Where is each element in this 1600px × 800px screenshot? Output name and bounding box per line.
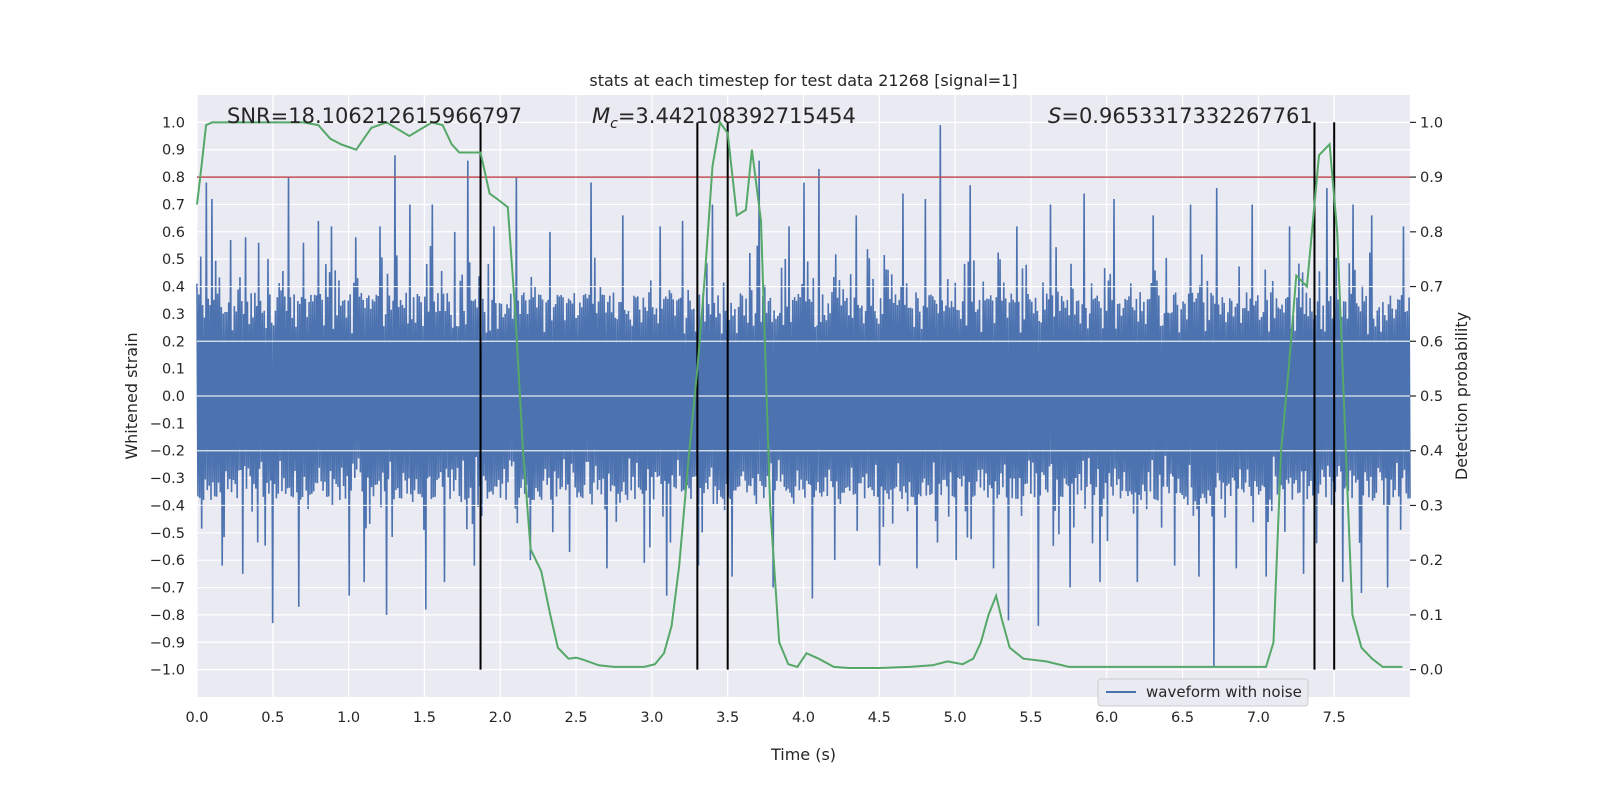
y-axis-label: Whitened strain: [122, 332, 141, 459]
y-tick-label: 0.1: [162, 362, 185, 378]
y2-tick-label: 0.2: [1420, 553, 1443, 569]
x-tick-label: 3.0: [640, 710, 663, 726]
y2-tick-label: 0.9: [1420, 170, 1443, 186]
chirp-mass-value: =3.442108392715454: [618, 104, 856, 128]
x-tick-label: 6.5: [1171, 710, 1194, 726]
x-tick-label: 0.5: [261, 710, 284, 726]
detection-probability-series: [196, 119, 1403, 669]
x-tick-label: 1.0: [337, 710, 360, 726]
y2-tick-label: 0.7: [1420, 280, 1443, 296]
y2-tick-label: 0.8: [1420, 225, 1443, 241]
x-tick-label: 5.0: [944, 710, 967, 726]
y-tick-label: −0.2: [150, 444, 185, 460]
y2-tick-label: 0.0: [1420, 663, 1443, 679]
x-tick-label: 4.0: [792, 710, 815, 726]
s-annotation: S=0.9653317332267761: [1048, 104, 1313, 128]
y-tick-label: −0.7: [150, 581, 185, 597]
legend-label: waveform with noise: [1146, 683, 1302, 701]
y-tick-label: 0.9: [162, 143, 185, 159]
y-axis-ticks: −1.0 −0.9 −0.8 −0.7 −0.6 −0.5 −0.4 −0.3 −0.2 −0.1…: [150, 115, 185, 678]
y-tick-label: −1.0: [150, 663, 185, 679]
x-tick-label: 2.0: [489, 710, 512, 726]
x-tick-label: 7.0: [1247, 710, 1270, 726]
y-tick-label: 0.3: [162, 307, 185, 323]
chirp-mass-symbol: M: [592, 104, 610, 128]
x-tick-label: 4.5: [868, 710, 891, 726]
y-tick-label: −0.5: [150, 526, 185, 542]
y2-tick-label: 1.0: [1420, 115, 1443, 131]
y2-axis-ticks: 0.0 0.1 0.2 0.3 0.4 0.5 0.6 0.7 0.8 0.9 1.0: [1410, 115, 1443, 679]
y2-tick-label: 0.4: [1420, 444, 1443, 460]
legend-box: [1097, 678, 1309, 707]
legend: waveform with noise: [1097, 678, 1309, 707]
x-tick-label: 7.5: [1323, 710, 1346, 726]
x-tick-label: 6.0: [1095, 710, 1118, 726]
y-tick-label: −0.9: [150, 635, 185, 651]
y-tick-label: −0.8: [150, 608, 185, 624]
waveform-series: [196, 125, 1411, 667]
y-tick-label: 0.5: [162, 252, 185, 268]
x-tick-label: 1.5: [413, 710, 436, 726]
x-tick-label: 0.0: [185, 710, 208, 726]
y-tick-label: 0.0: [162, 389, 185, 405]
y-tick-label: 1.0: [162, 115, 185, 131]
x-tick-label: 5.5: [1019, 710, 1042, 726]
x-axis-label: Time (s): [770, 745, 836, 764]
y2-tick-label: 0.3: [1420, 498, 1443, 514]
y-tick-label: 0.6: [162, 225, 185, 241]
y2-tick-label: 0.6: [1420, 334, 1443, 350]
chart-title: stats at each timestep for test data 212…: [589, 71, 1017, 90]
x-tick-label: 2.5: [565, 710, 588, 726]
s-value: =0.9653317332267761: [1061, 104, 1312, 128]
y-tick-label: −0.6: [150, 553, 185, 569]
waveform-trace: [196, 125, 1411, 667]
y-tick-label: −0.4: [150, 498, 185, 514]
grid-overlay: [197, 285, 1410, 507]
s-symbol: S: [1048, 104, 1061, 128]
x-axis-ticks: 0.0 0.5 1.0 1.5 2.0 2.5 3.0 3.5 4.0 4.5 5.0 5.5 6.0 6…: [185, 710, 1345, 726]
y2-tick-label: 0.1: [1420, 608, 1443, 624]
chirp-mass-subscript: c: [610, 116, 618, 132]
vertical-markers: [479, 122, 1336, 670]
y-tick-label: 0.2: [162, 334, 185, 350]
y2-axis-label: Detection probability: [1452, 312, 1471, 480]
x-tick-label: 3.5: [716, 710, 739, 726]
y-tick-label: −0.1: [150, 416, 185, 432]
snr-annotation: SNR=18.106212615966797: [227, 104, 522, 128]
y-tick-label: −0.3: [150, 471, 185, 487]
y2-tick-label: 0.5: [1420, 389, 1443, 405]
y-tick-label: 0.7: [162, 197, 185, 213]
chirp-mass-annotation: Mc=3.442108392715454: [592, 104, 856, 132]
y-tick-label: 0.4: [162, 280, 185, 296]
y-tick-label: 0.8: [162, 170, 185, 186]
